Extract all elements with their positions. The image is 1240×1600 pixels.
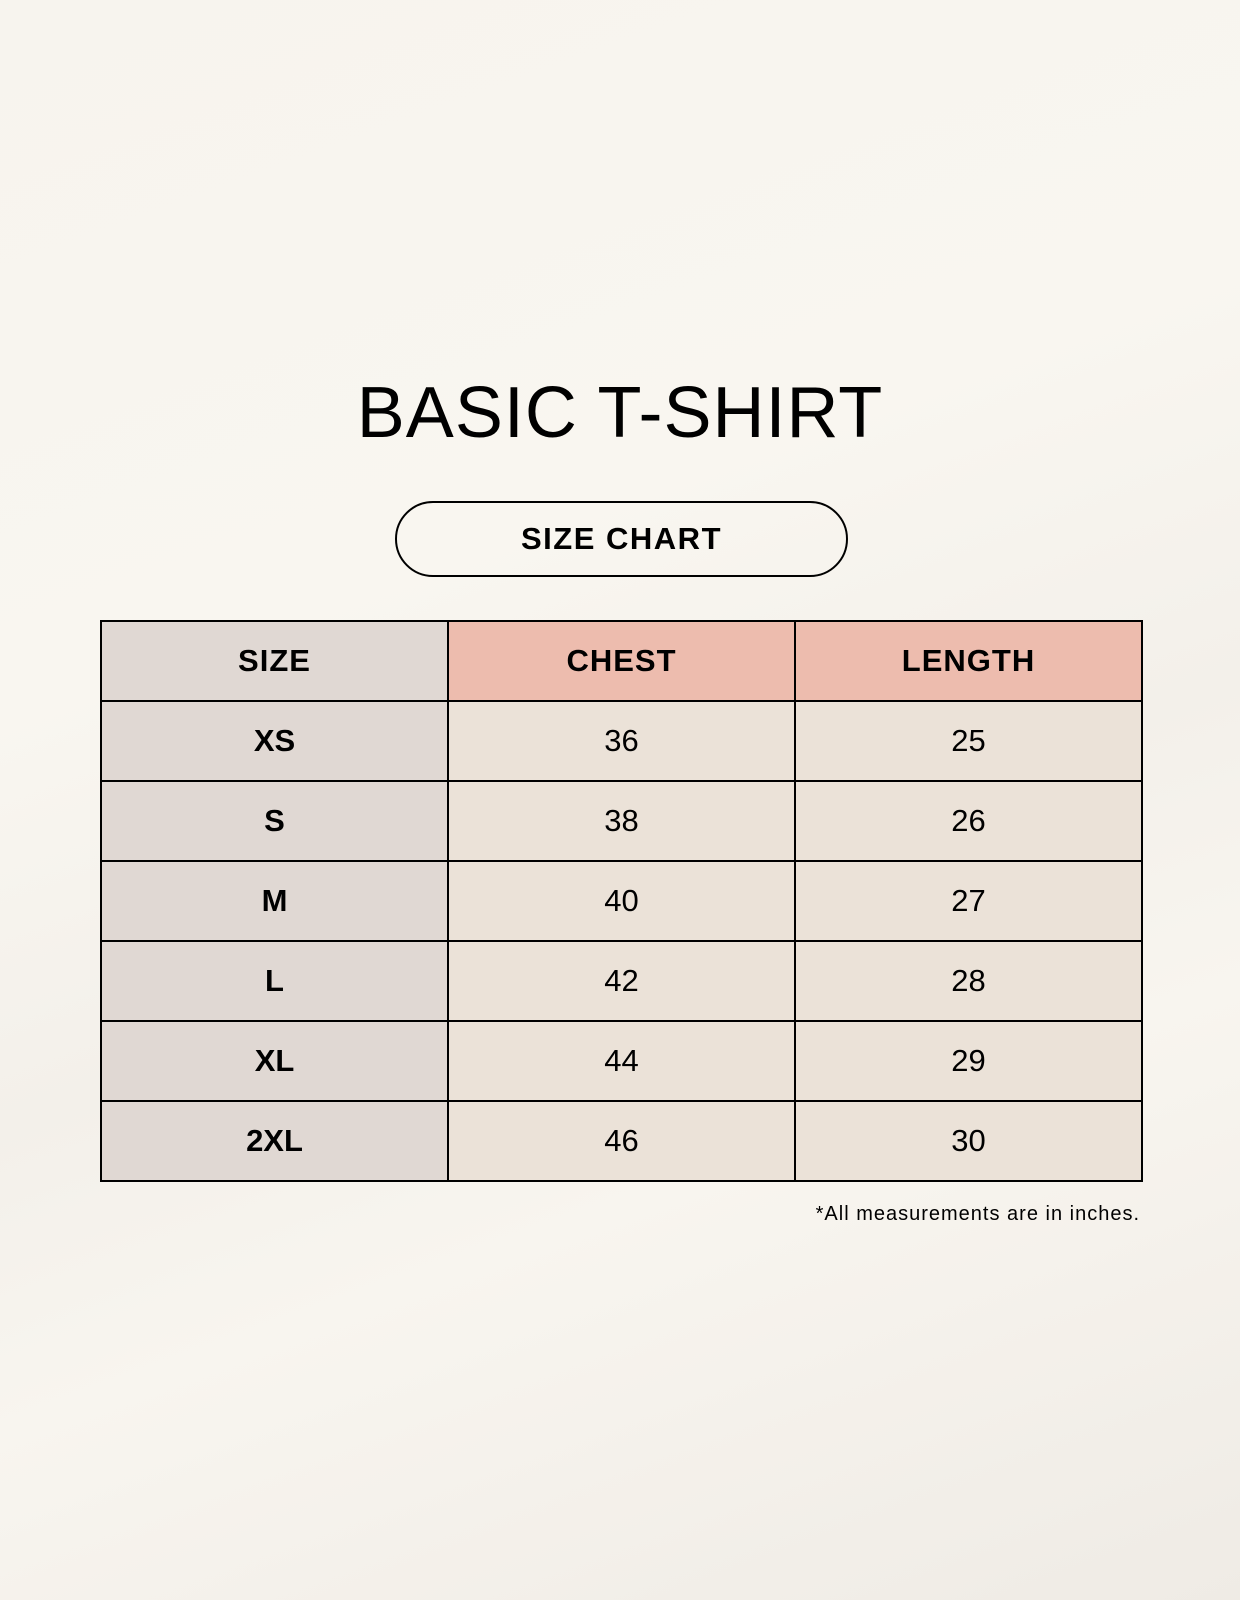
cell-chest: 42 xyxy=(447,940,796,1022)
table-row: M 40 27 xyxy=(100,860,1143,942)
cell-size: 2XL xyxy=(100,1100,449,1182)
header-length: LENGTH xyxy=(794,620,1143,702)
table-row: S 38 26 xyxy=(100,780,1143,862)
table-row: L 42 28 xyxy=(100,940,1143,1022)
cell-length: 26 xyxy=(794,780,1143,862)
table-row: XL 44 29 xyxy=(100,1020,1143,1102)
page-title: BASIC T-SHIRT xyxy=(356,373,884,453)
cell-length: 30 xyxy=(794,1100,1143,1182)
table-row: 2XL 46 30 xyxy=(100,1100,1143,1182)
cell-chest: 38 xyxy=(447,780,796,862)
header-chest: CHEST xyxy=(447,620,796,702)
header-size: SIZE xyxy=(100,620,449,702)
cell-length: 29 xyxy=(794,1020,1143,1102)
size-chart-table: SIZE CHEST LENGTH XS 36 25 S 38 26 M 40 27 L 42 28 X… xyxy=(100,620,1143,1182)
table-row: XS 36 25 xyxy=(100,700,1143,782)
cell-size: M xyxy=(100,860,449,942)
cell-length: 28 xyxy=(794,940,1143,1022)
cell-chest: 46 xyxy=(447,1100,796,1182)
size-chart-label: SIZE CHART xyxy=(395,501,848,577)
cell-length: 25 xyxy=(794,700,1143,782)
table-header-row: SIZE CHEST LENGTH xyxy=(100,620,1143,702)
footnote: *All measurements are in inches. xyxy=(815,1203,1140,1225)
cell-size: L xyxy=(100,940,449,1022)
cell-length: 27 xyxy=(794,860,1143,942)
cell-size: XL xyxy=(100,1020,449,1102)
cell-chest: 44 xyxy=(447,1020,796,1102)
cell-chest: 36 xyxy=(447,700,796,782)
cell-size: S xyxy=(100,780,449,862)
cell-size: XS xyxy=(100,700,449,782)
cell-chest: 40 xyxy=(447,860,796,942)
